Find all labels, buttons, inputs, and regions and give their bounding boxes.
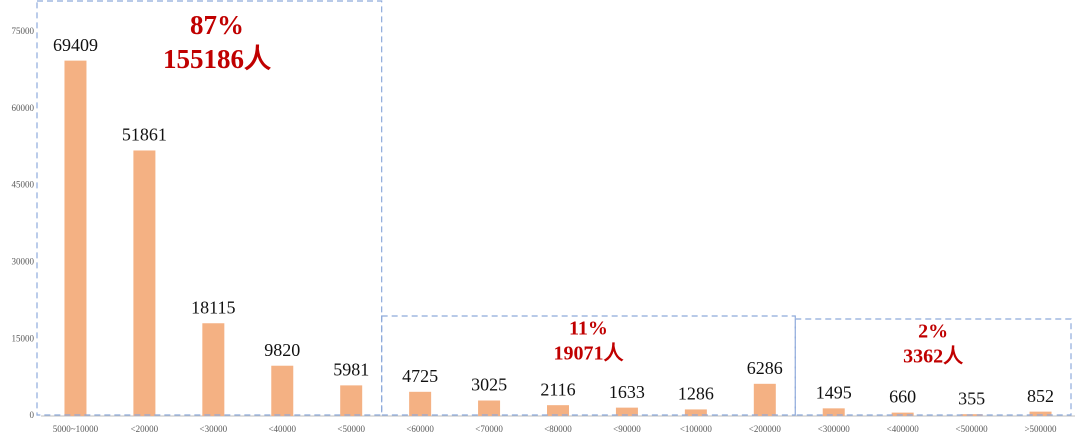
x-tick-label: 5000~10000 [53, 424, 99, 434]
value-label: 1286 [678, 384, 714, 404]
x-tick-label: <300000 [818, 424, 851, 434]
group-annotation: 155186人 [163, 44, 271, 74]
y-tick-label: 0 [30, 410, 35, 420]
bar [547, 405, 569, 416]
x-tick-label: <50000 [337, 424, 365, 434]
x-tick-label: >500000 [1024, 424, 1057, 434]
x-tick-label: <70000 [475, 424, 503, 434]
y-tick-label: 75000 [12, 26, 35, 36]
x-tick-label: <60000 [406, 424, 434, 434]
y-tick-label: 30000 [12, 256, 35, 266]
x-tick-label: <100000 [680, 424, 713, 434]
group-annotation: 11% [569, 318, 608, 340]
bar [202, 323, 225, 416]
y-tick-label: 60000 [12, 103, 35, 113]
bar [753, 383, 776, 416]
bar [822, 408, 845, 416]
bar [271, 365, 294, 416]
x-tick-label: <40000 [268, 424, 296, 434]
value-label: 3025 [471, 375, 507, 395]
group-annotation: 19071人 [553, 342, 624, 365]
x-tick-label: <400000 [887, 424, 920, 434]
y-tick-label: 15000 [12, 333, 35, 343]
group-annotation: 87% [190, 10, 244, 40]
value-label: 6286 [747, 358, 783, 378]
bar [478, 400, 501, 416]
x-tick-label: <90000 [613, 424, 641, 434]
group-annotation: 3362人 [903, 345, 964, 368]
value-label: 69409 [53, 35, 98, 55]
bar [340, 385, 363, 416]
x-tick-label: <500000 [956, 424, 989, 434]
bar [615, 407, 638, 416]
value-label: 51861 [122, 125, 167, 145]
x-tick-label: <20000 [131, 424, 159, 434]
bar [409, 391, 432, 416]
value-label: 18115 [191, 297, 235, 317]
group-box [794, 318, 1072, 416]
bar [891, 412, 914, 416]
value-label: 355 [958, 388, 985, 408]
group-box [36, 0, 383, 416]
value-label: 4725 [402, 366, 438, 386]
x-tick-label: <80000 [544, 424, 572, 434]
value-label: 660 [889, 387, 916, 407]
group-box [381, 315, 796, 416]
bar [64, 60, 87, 417]
value-label: 1495 [816, 382, 852, 402]
value-label: 2116 [540, 379, 575, 399]
value-label: 5981 [333, 360, 369, 380]
bar [133, 150, 156, 416]
y-tick-label: 45000 [12, 180, 35, 190]
value-label: 1633 [609, 382, 645, 402]
group-annotation: 2% [918, 321, 948, 343]
x-tick-label: <200000 [749, 424, 782, 434]
bar [1029, 411, 1052, 416]
value-label: 9820 [264, 340, 300, 360]
bar [684, 409, 707, 416]
value-label: 852 [1027, 386, 1054, 406]
x-tick-label: <30000 [200, 424, 228, 434]
